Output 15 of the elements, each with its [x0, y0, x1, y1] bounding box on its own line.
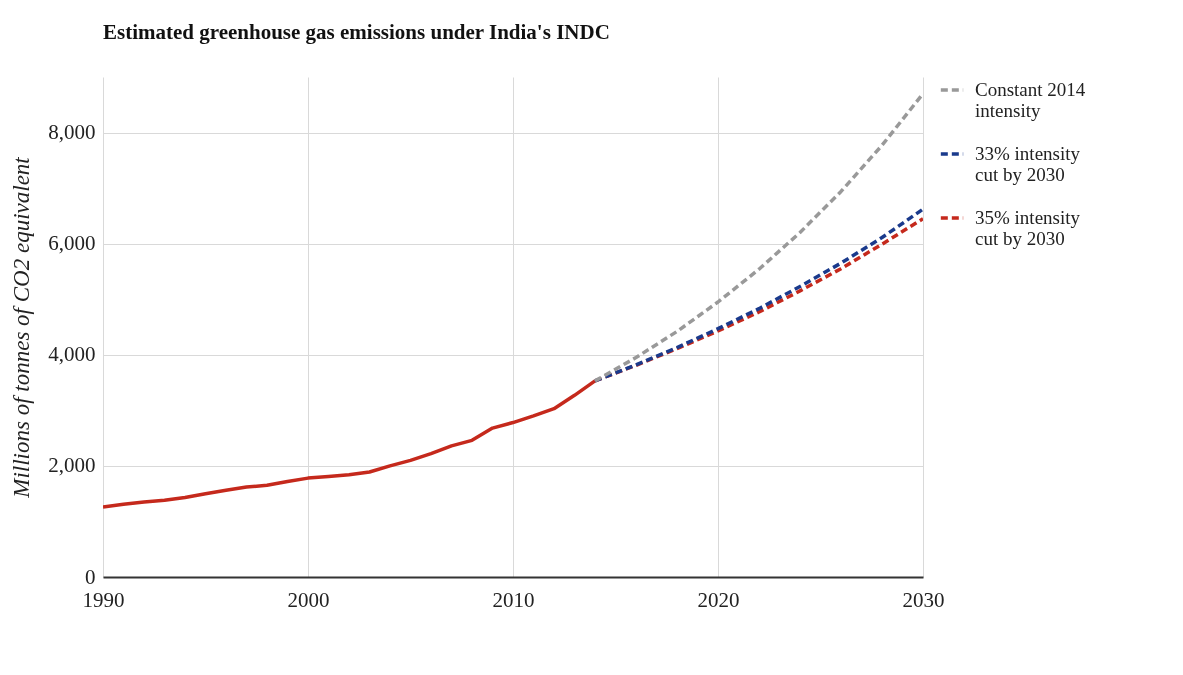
legend-label: 33% intensity cut by 2030 — [975, 143, 1081, 185]
y-tick-label: 6,000 — [48, 231, 96, 256]
y-tick-label: 2,000 — [48, 453, 96, 478]
legend-label: 35% intensity cut by 2030 — [975, 207, 1081, 249]
y-tick-label: 4,000 — [48, 342, 96, 367]
x-tick-label: 2010 — [492, 587, 535, 612]
y-tick-label: 0 — [85, 564, 96, 589]
x-tick-label: 2020 — [697, 587, 740, 612]
x-tick-label: 1990 — [82, 587, 125, 612]
y-tick-label: 8,000 — [48, 120, 96, 145]
x-tick-label: 2030 — [902, 587, 945, 612]
legend-label: Constant 2014 intensity — [975, 79, 1086, 121]
y-axis-title: Millions of tonnes of CO2 equivalent — [9, 156, 35, 499]
chart-title: Estimated greenhouse gas emissions under India's INDC — [103, 20, 610, 44]
x-tick-label: 2000 — [287, 587, 330, 612]
